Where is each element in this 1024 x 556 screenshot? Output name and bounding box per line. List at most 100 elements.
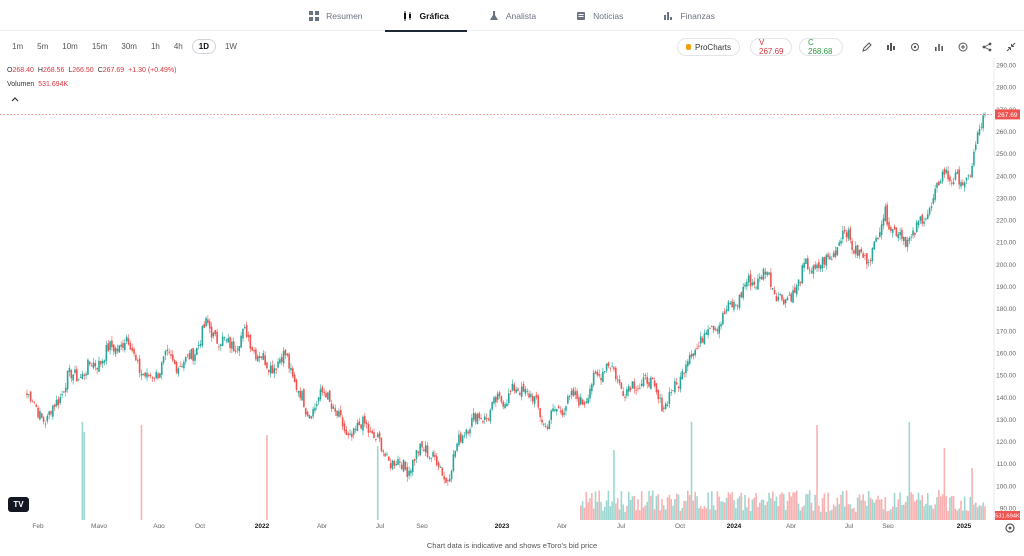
settings-icon[interactable] [908, 40, 921, 53]
candle-body [297, 391, 300, 393]
volume-bar [849, 504, 852, 520]
candle-body [526, 390, 529, 392]
interval-1w[interactable]: 1W [224, 42, 237, 51]
candle-body [338, 411, 340, 417]
y-tick-label: 210.00 [996, 240, 1016, 247]
volume-bar [751, 499, 754, 520]
interval-10m[interactable]: 10m [62, 42, 78, 51]
candle-body [812, 265, 815, 274]
interval-5m[interactable]: 5m [37, 42, 49, 51]
interval-1h[interactable]: 1h [150, 42, 160, 51]
volume-bar [858, 494, 861, 520]
candle-body [963, 182, 966, 188]
candle-body [434, 454, 436, 457]
candle-body [369, 431, 372, 433]
interval-1m[interactable]: 1m [12, 42, 24, 51]
candle-body [90, 365, 93, 367]
volume-bar [735, 508, 737, 520]
volume-bar [685, 500, 687, 520]
grid-icon [309, 10, 320, 21]
tab-gráfica[interactable]: Gráfica [383, 0, 469, 32]
candle-body [81, 373, 84, 379]
tab-noticias[interactable]: Noticias [556, 0, 643, 31]
candle-body [247, 335, 250, 338]
candle-body [408, 470, 410, 476]
interval-1d[interactable]: 1D [191, 39, 216, 54]
candle-body [354, 429, 357, 430]
interval-30m[interactable]: 30m [121, 42, 137, 51]
volume-bar [716, 491, 719, 520]
candle-body [208, 321, 211, 329]
y-tick-label: 230.00 [996, 195, 1016, 202]
candle-body [421, 441, 423, 448]
collapse-legend-button[interactable] [8, 92, 21, 105]
volume-bar [618, 509, 621, 520]
candle-body [96, 367, 98, 370]
volume-bar [633, 496, 636, 520]
candle-body [559, 410, 562, 412]
bar-chart-icon [663, 11, 673, 21]
price-chart[interactable]: 90.00 100.00 110.00 120.00 130.00 140.00 150.0… [0, 58, 1024, 528]
ohlc-legend: O268.40 H268.56 L266.50 C267.69 +1.30 (+… [7, 67, 176, 74]
candle-body [698, 345, 700, 347]
tab-analista[interactable]: Analista [469, 0, 556, 31]
volume-bar [792, 492, 794, 520]
share-icon[interactable] [980, 40, 993, 53]
candle-body [511, 383, 514, 391]
gear-icon[interactable] [1004, 522, 1016, 534]
candle-body [411, 459, 414, 473]
sell-price-button[interactable]: V 267.69 [750, 38, 792, 56]
collapse-icon[interactable] [1004, 40, 1017, 53]
candle-body [428, 457, 431, 459]
volume-bar [899, 492, 901, 520]
candle-body [351, 433, 353, 437]
candle-body [766, 272, 768, 275]
candle-body [395, 463, 397, 466]
candle-body [435, 456, 438, 465]
volume-bar [740, 492, 743, 520]
close-value: 267.69 [102, 67, 125, 74]
candle-body [653, 380, 656, 386]
candle-body [445, 477, 447, 483]
indicators-icon[interactable] [884, 40, 897, 53]
x-tick-label: Ago [153, 523, 165, 528]
candle-body [546, 426, 549, 429]
volume-bar [980, 505, 983, 520]
volume-bar [890, 509, 892, 520]
candle-body [687, 361, 689, 367]
candle-body [349, 433, 351, 435]
candle-body [221, 336, 224, 346]
candle-body [292, 368, 294, 377]
volume-bar [672, 505, 674, 520]
tab-finanzas[interactable]: Finanzas [643, 0, 735, 31]
volume-bar [910, 492, 912, 520]
buy-price-button[interactable]: C 268.68 [799, 38, 843, 56]
candle-body [842, 230, 844, 240]
volume-bar [926, 493, 929, 520]
compare-icon[interactable] [932, 40, 945, 53]
candle-body [439, 467, 442, 468]
add-icon[interactable] [956, 40, 969, 53]
volume-bar [679, 510, 682, 520]
volume-bar [949, 497, 951, 520]
candle-body [535, 394, 538, 398]
candle-body [755, 287, 757, 289]
interval-4h[interactable]: 4h [173, 42, 183, 51]
candle-body [587, 398, 589, 404]
candle-body [819, 265, 822, 270]
pencil-icon[interactable] [860, 40, 873, 53]
candle-body [685, 364, 687, 374]
volume-bar [982, 502, 984, 520]
candle-body [768, 272, 770, 275]
tab-resumen[interactable]: Resumen [289, 0, 382, 31]
volume-bar [635, 510, 637, 520]
procharts-button[interactable]: ProCharts [677, 38, 740, 56]
volume-bar [860, 500, 863, 520]
candle-body [275, 368, 277, 370]
volume-bar [640, 491, 643, 520]
x-tick-label: Abr [317, 523, 328, 528]
interval-15m[interactable]: 15m [91, 42, 108, 51]
candle-body [387, 456, 390, 461]
candle-body [506, 403, 508, 407]
candle-body [939, 181, 942, 184]
